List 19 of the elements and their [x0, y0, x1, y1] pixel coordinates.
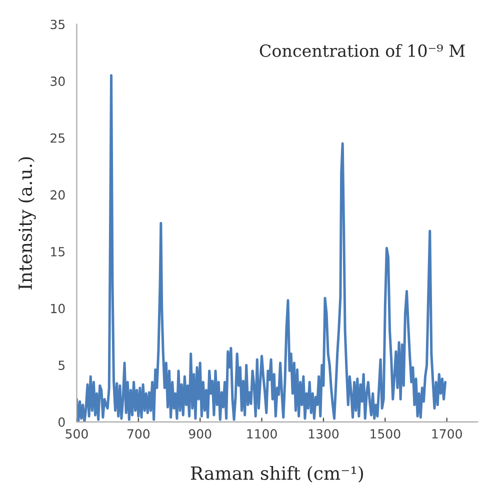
x-axis-title: Raman shift (cm⁻¹): [190, 466, 363, 483]
x-tick-label: 500: [66, 429, 88, 439]
x-tick-label: 700: [128, 429, 150, 439]
y-axis-title: Intensity (a.u.): [18, 157, 36, 290]
x-tick-label: 1700: [432, 429, 462, 439]
x-tick-label: 1100: [247, 429, 277, 439]
y-tick-label: 15: [51, 247, 65, 256]
y-tick-label: 30: [50, 76, 65, 86]
y-tick-label: 10: [51, 304, 65, 314]
y-tick-label: 35: [50, 20, 65, 30]
x-tick-label: 1500: [370, 429, 400, 439]
annotation: Concentration of 10⁻⁹ M: [260, 44, 465, 58]
y-tick-label: 0: [58, 417, 65, 427]
y-tick-label: 5: [58, 360, 65, 370]
x-tick-label: 1300: [308, 429, 339, 439]
y-tick-label: 25: [50, 133, 65, 143]
x-tick-label: 900: [188, 429, 212, 439]
y-tick-label: 20: [50, 190, 65, 200]
line-series: [76, 74, 447, 422]
